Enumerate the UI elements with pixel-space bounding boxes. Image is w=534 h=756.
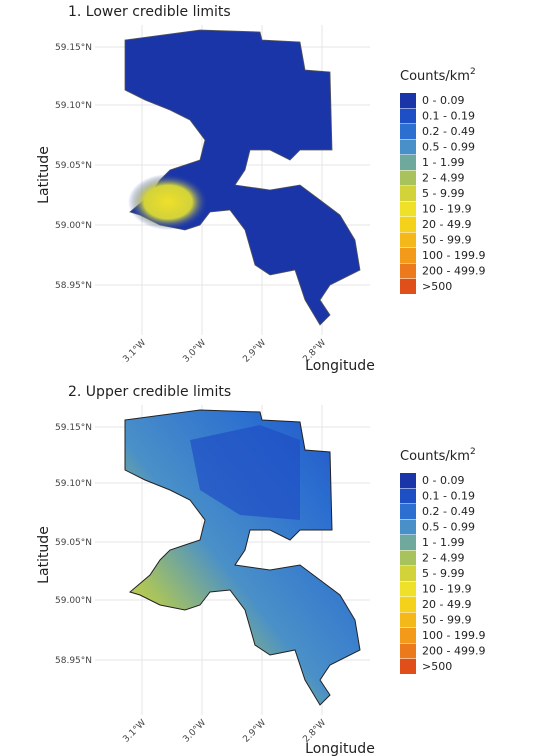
legend-swatch [400,566,416,581]
legend-swatch [400,232,416,248]
legend-label: 0.2 - 0.49 [422,125,475,138]
legend-label: 20 - 49.9 [422,598,471,611]
y-tick-label: 59.05°N [55,161,92,171]
legend-label: 5 - 9.99 [422,187,464,200]
legend-title-sup: 2 [470,67,476,77]
legend-swatch [400,170,416,186]
legend-swatch [400,581,416,597]
hotspot [128,174,208,230]
legend-swatch [400,155,416,170]
legend-swatch [400,628,416,643]
legend-swatch [400,597,416,612]
panel-title: 2. Upper credible limits [68,384,231,400]
y-axis-label: Latitude [36,146,52,204]
legend-label: 0.2 - 0.49 [422,505,475,518]
legend-label: 0.1 - 0.19 [422,490,475,503]
legend-swatch [400,201,416,217]
legend-label: 2 - 4.99 [422,552,464,565]
legend-swatch [400,108,416,124]
x-tick-label: 3.0°W [181,718,208,745]
panel-title: 1. Lower credible limits [68,4,231,20]
panel: 2. Upper credible limits 59.15°N 59.10°N 59… [36,384,485,756]
legend-swatch [400,279,416,294]
legend-label: 100 - 199.9 [422,629,485,642]
y-tick-label: 59.05°N [55,538,92,548]
legend-swatch [400,550,416,566]
legend-title-sup: 2 [470,447,476,457]
legend-swatch [400,186,416,201]
legend-title: Counts/km2 [400,67,476,84]
legend-swatch [400,612,416,628]
legend-label: 5 - 9.99 [422,567,464,580]
legend-swatch [400,217,416,232]
legend-label: 2 - 4.99 [422,172,464,185]
legend-label: 0.5 - 0.99 [422,141,475,154]
y-tick-label: 58.95°N [55,281,92,291]
legend-swatch [400,93,416,108]
x-tick-label: 3.1°W [121,338,148,365]
y-tick-label: 59.15°N [55,43,92,53]
legend-swatch [400,488,416,504]
legend-label: 50 - 99.9 [422,614,471,627]
legend-label: 200 - 499.9 [422,645,485,658]
x-tick-label: 2.9°W [241,718,268,745]
y-tick-label: 58.95°N [55,656,92,666]
legend-label: >500 [422,660,452,673]
legend-label: 10 - 19.9 [422,583,471,596]
legend-label: 50 - 99.9 [422,234,471,247]
y-axis-label: Latitude [36,526,52,584]
legend-swatch [400,643,416,659]
y-tick-label: 59.00°N [55,596,92,606]
y-tick-label: 59.15°N [55,423,92,433]
legend-swatch [400,535,416,550]
legend-swatch [400,124,416,139]
y-tick-label: 59.10°N [55,101,92,111]
y-tick-label: 59.10°N [55,479,92,489]
legend-swatch [400,263,416,279]
x-axis-label: Longitude [305,741,375,756]
legend-swatch [400,519,416,535]
legend-label: 0 - 0.09 [422,94,464,107]
legend-label: 1 - 1.99 [422,536,464,549]
legend-swatch [400,248,416,263]
legend-label: 1 - 1.99 [422,156,464,169]
legend-swatch [400,659,416,674]
legend-title: Counts/km2 [400,447,476,464]
legend-label: 10 - 19.9 [422,203,471,216]
x-axis-label: Longitude [305,358,375,374]
y-tick-label: 59.00°N [55,221,92,231]
panel: 1. Lower credible limits 59.15°N 59.10°N 59… [36,4,485,374]
dense-area [190,425,300,520]
legend-swatch [400,139,416,155]
x-tick-label: 3.1°W [121,718,148,745]
legend-swatch [400,504,416,519]
x-tick-label: 3.0°W [181,338,208,365]
legend-label: 20 - 49.9 [422,218,471,231]
legend-label: 0 - 0.09 [422,474,464,487]
legend-label: 0.1 - 0.19 [422,110,475,123]
legend-swatch [400,473,416,488]
legend-label: 100 - 199.9 [422,249,485,262]
legend-label: 0.5 - 0.99 [422,521,475,534]
x-tick-label: 2.9°W [241,338,268,365]
legend-label: >500 [422,280,452,293]
legend-label: 200 - 499.9 [422,265,485,278]
